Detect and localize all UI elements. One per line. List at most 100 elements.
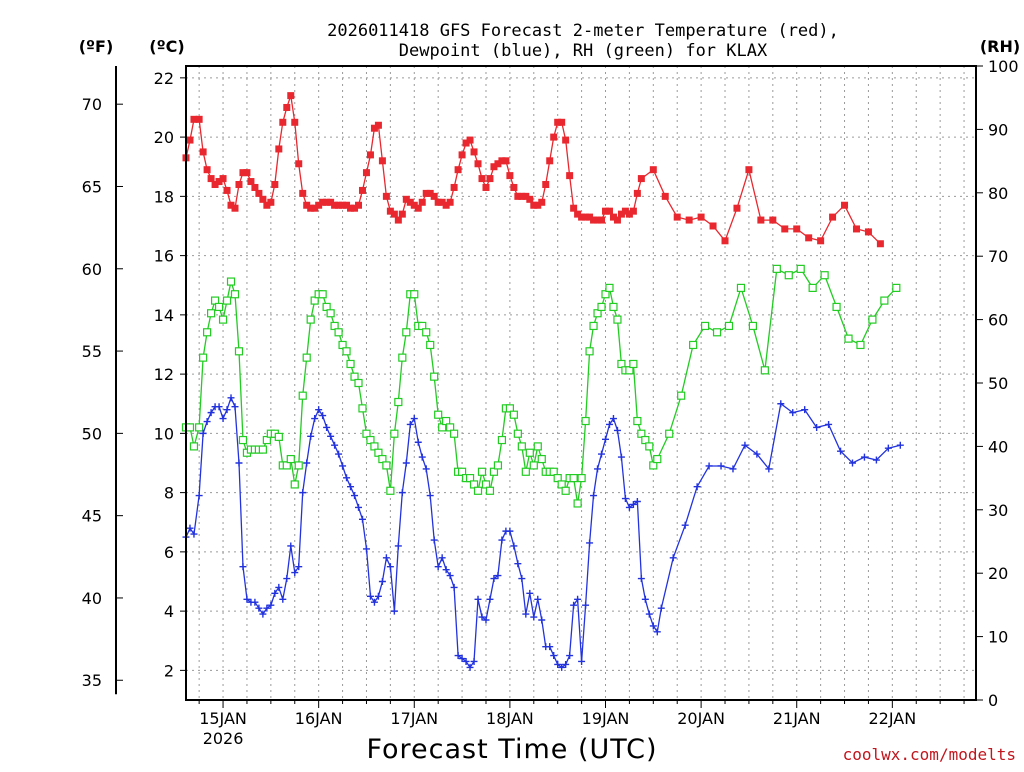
temperature-point xyxy=(271,181,279,189)
rh-point xyxy=(195,423,204,432)
dewpoint-point xyxy=(219,415,227,423)
fahrenheit-tick-label: 60 xyxy=(82,260,102,279)
grid-lines xyxy=(186,66,976,700)
temperature-point xyxy=(697,213,705,221)
dewpoint-point xyxy=(872,456,880,464)
temperature-point xyxy=(203,166,211,174)
dewpoint-point xyxy=(526,589,534,597)
chart-title-line-2: Dewpoint (blue), RH (green) for KLAX xyxy=(399,41,768,61)
credit-text: coolwx.com/modelts xyxy=(843,745,1016,764)
rh-point xyxy=(892,283,901,292)
dewpoint-point xyxy=(753,450,761,458)
temperature-point xyxy=(649,166,657,174)
x-tick-label: 18JAN xyxy=(486,709,534,728)
dewpoint-point xyxy=(319,412,327,420)
rh-point xyxy=(629,359,638,369)
rh-point xyxy=(222,296,232,305)
dewpoint-point xyxy=(801,406,809,414)
fahrenheit-unit-label: (ºF) xyxy=(79,37,114,56)
temperature-point xyxy=(514,192,522,200)
dewpoint-point xyxy=(717,462,725,470)
temperature-point xyxy=(231,204,239,212)
rh-point xyxy=(605,283,614,292)
dewpoint-point xyxy=(255,604,263,612)
fahrenheit-tick-label: 65 xyxy=(82,177,102,196)
dewpoint-point xyxy=(729,465,737,473)
temperature-point xyxy=(442,201,450,209)
dewpoint-point xyxy=(331,441,339,449)
temperature-point xyxy=(617,210,625,218)
dewpoint-point xyxy=(518,575,526,583)
rh-point xyxy=(286,454,295,464)
fahrenheit-tick-label: 35 xyxy=(82,671,102,690)
rh-point xyxy=(509,410,518,419)
temperature-point xyxy=(454,166,462,174)
temperature-point xyxy=(207,175,215,183)
rh-point xyxy=(390,429,399,438)
rh-point xyxy=(633,416,642,426)
rh-point xyxy=(485,486,495,495)
fahrenheit-tick-label: 45 xyxy=(82,507,102,526)
dewpoint-point xyxy=(669,554,677,562)
temperature-point xyxy=(864,228,872,236)
rh-point xyxy=(712,328,722,337)
dewpoint-point xyxy=(649,622,657,630)
temperature-point xyxy=(327,198,335,206)
temperature-point xyxy=(502,157,510,165)
rh-point xyxy=(426,340,435,350)
fahrenheit-tick-label: 70 xyxy=(82,95,102,114)
dewpoint-point xyxy=(896,441,904,449)
dewpoint-point xyxy=(641,595,649,603)
rh-point xyxy=(880,296,889,305)
dewpoint-point xyxy=(789,409,797,417)
rh-point xyxy=(434,410,443,419)
temperature-point xyxy=(494,160,502,168)
celsius-tick-label: 12 xyxy=(154,365,174,384)
temperature-point xyxy=(378,157,386,165)
x-tick-label: 15JAN xyxy=(199,709,247,728)
temperature-point xyxy=(733,204,741,212)
rh-series xyxy=(181,264,901,508)
dewpoint-point xyxy=(765,465,773,473)
dewpoint-point xyxy=(422,465,430,473)
rh-point xyxy=(274,432,283,441)
rh-unit-label: (RH) xyxy=(980,37,1020,56)
temperature-point xyxy=(291,118,299,126)
rh-point xyxy=(689,340,698,350)
temperature-point xyxy=(402,195,410,203)
dewpoint-point xyxy=(366,592,374,600)
rh-point xyxy=(493,461,503,470)
temperature-point xyxy=(406,198,414,206)
temperature-point xyxy=(625,210,633,218)
dewpoint-point xyxy=(550,652,558,660)
dewpoint-point xyxy=(470,657,478,665)
dewpoint-point xyxy=(474,595,482,603)
rh-point xyxy=(868,315,877,324)
dewpoint-point xyxy=(498,536,506,544)
temperature-point xyxy=(769,216,777,224)
rh-point xyxy=(226,277,236,286)
dewpoint-point xyxy=(315,406,323,414)
dewpoint-point xyxy=(271,589,279,597)
rh-tick-label: 0 xyxy=(988,691,998,710)
temperature-point xyxy=(319,198,327,206)
dewpoint-point xyxy=(406,420,414,428)
temperature-point xyxy=(534,201,542,209)
rh-point xyxy=(609,302,618,312)
temperature-point xyxy=(251,183,259,191)
temperature-point xyxy=(558,118,566,126)
rh-point xyxy=(796,264,805,273)
temperature-point xyxy=(287,92,295,100)
temperature-point xyxy=(410,201,418,209)
temperature-point xyxy=(362,169,370,177)
chart-title-line-1: 2026011418 GFS Forecast 2-meter Temperat… xyxy=(327,21,839,41)
rh-point xyxy=(398,353,407,362)
dewpoint-point xyxy=(251,598,259,606)
dewpoint-point xyxy=(514,560,522,568)
rh-point xyxy=(326,309,335,318)
dewpoint-point xyxy=(227,394,235,402)
temperature-point xyxy=(247,178,255,186)
temperature-point xyxy=(299,189,307,197)
temperature-point xyxy=(351,204,359,212)
dewpoint-point xyxy=(605,420,613,428)
